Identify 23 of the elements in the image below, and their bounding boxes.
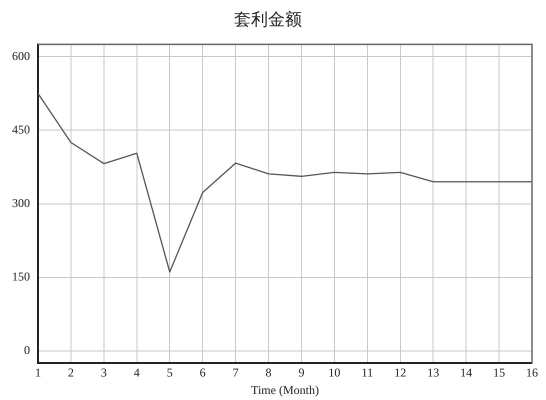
chart-title: 套利金额 — [234, 10, 302, 29]
x-tick-label: 3 — [100, 366, 107, 380]
y-tick-label: 150 — [12, 270, 30, 284]
x-tick-label: 13 — [427, 366, 440, 380]
x-tick-label: 15 — [493, 366, 506, 380]
y-tick-label: 0 — [24, 343, 30, 358]
x-tick-label: 7 — [232, 366, 239, 380]
x-tick-label: 14 — [460, 366, 472, 380]
y-tick-label: 450 — [12, 122, 30, 136]
x-tick-label: 4 — [134, 366, 140, 380]
x-tick-label: 5 — [166, 366, 173, 380]
y-tick-label: 300 — [12, 196, 30, 210]
y-tick-label: 600 — [12, 48, 30, 63]
x-tick-label: 1 — [35, 366, 41, 380]
x-tick-label: 2 — [68, 366, 74, 380]
x-tick-label: 10 — [328, 366, 340, 380]
x-tick-label: 11 — [362, 366, 374, 380]
x-tick-label: 9 — [298, 366, 304, 380]
x-tick-label: 6 — [200, 366, 206, 380]
x-tick-label: 12 — [394, 366, 406, 380]
x-tick-label: 16 — [526, 366, 538, 380]
x-axis-title: Time (Month) — [251, 382, 319, 397]
x-tick-label: 8 — [266, 366, 272, 380]
